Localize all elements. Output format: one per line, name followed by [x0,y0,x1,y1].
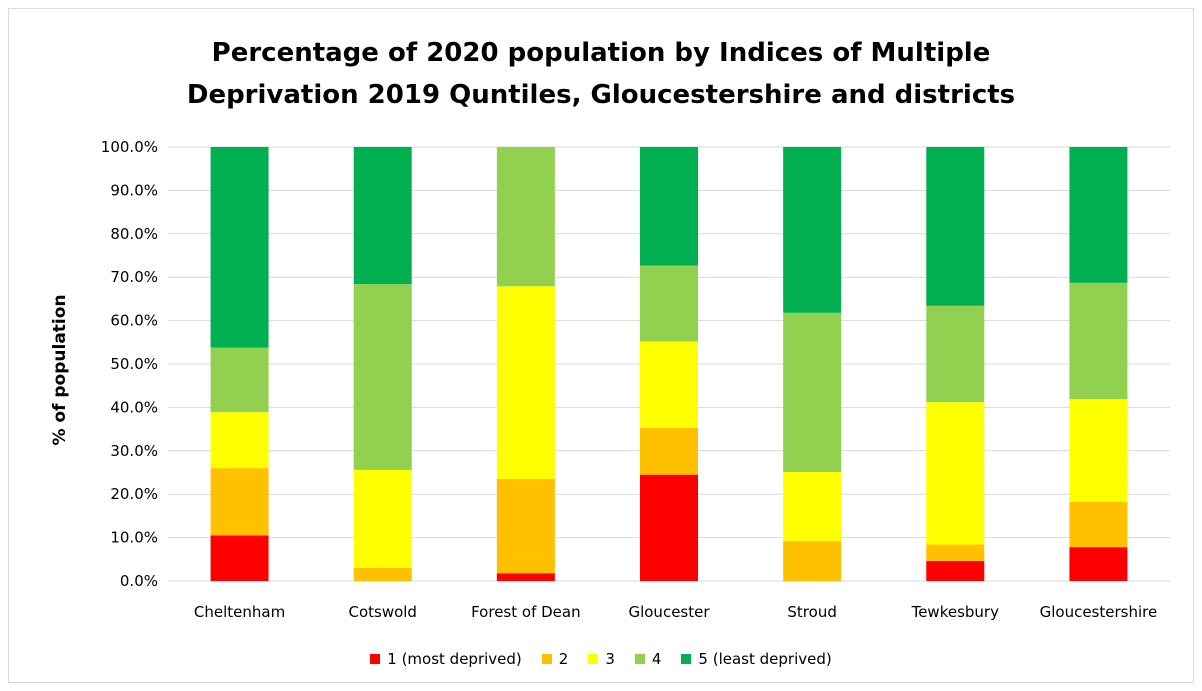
bar-segment [496,147,555,287]
legend-item: 3 [588,650,615,668]
bar-segment [496,573,555,581]
legend-label: 4 [651,650,662,668]
bar-segment [353,284,412,470]
x-tick-label: Forest of Dean [471,603,581,621]
chart-title-line-1: Percentage of 2020 population by Indices… [211,38,991,68]
x-tick-label: Tewkesbury [911,603,1000,621]
legend-label: 1 (most deprived) [387,650,522,668]
x-tick-label: Cheltenham [194,603,285,621]
legend: 1 (most deprived) 2 3 4 5 (least deprived) [0,650,1202,668]
bar-segment [1069,502,1128,548]
bar-segment [353,469,412,568]
bar-segment [210,347,269,413]
y-tick-label: 90.0% [110,181,158,199]
bar-segment [1069,399,1128,503]
bar-segment [640,265,698,342]
bar-segment [210,412,269,469]
bar-segment [496,479,555,574]
chart-title: Percentage of 2020 population by Indices… [0,32,1202,116]
x-tick-label: Gloucester [628,603,710,621]
y-tick-label: 100.0% [101,138,158,156]
y-tick-label: 10.0% [110,529,158,547]
bar-segment [210,468,269,536]
bar-segment [783,147,842,313]
chart-frame [8,8,1194,683]
legend-swatch [541,654,552,664]
legend-item: 2 [541,650,569,668]
bar-segment [926,561,985,581]
bar-segment [640,474,698,581]
bar-segment [1069,147,1128,283]
y-tick-label: 50.0% [110,355,158,373]
y-tick-label: 60.0% [110,312,158,330]
legend-item: 1 (most deprived) [370,650,522,668]
bar-segment [926,544,985,562]
x-tick-label: Stroud [787,603,836,621]
bar-segment [926,147,985,306]
bar-segment [926,305,985,403]
y-tick-label: 70.0% [110,268,158,286]
legend-label: 3 [605,650,615,668]
bar-segment [353,147,412,285]
bar-segment [1069,282,1128,400]
legend-item: 5 (least deprived) [681,650,832,668]
y-axis-title: % of population [50,294,70,446]
x-tick-label: Gloucestershire [1040,603,1158,621]
bar-segment [640,341,698,428]
legend-swatch [370,654,381,664]
bar-segment [783,472,842,542]
y-tick-label: 20.0% [110,485,158,503]
legend-item: 4 [634,650,662,668]
bar-segment [210,535,269,581]
legend-swatch [588,654,599,664]
bar-segment [353,567,412,581]
bar-segment [1069,547,1128,581]
legend-swatch [634,654,645,664]
bar-segment [640,147,698,266]
bar-segment [210,147,269,348]
bar-segment [783,312,842,473]
bar-segment [926,402,985,545]
bar-segment [640,427,698,475]
legend-label: 2 [558,650,569,668]
y-tick-label: 0.0% [120,572,158,590]
y-tick-label: 40.0% [110,398,158,416]
legend-swatch [681,654,692,664]
chart-title-line-2: Deprivation 2019 Quntiles, Gloucestershi… [186,80,1016,110]
bar-segment [496,286,555,480]
y-tick-label: 30.0% [110,442,158,460]
y-tick-label: 80.0% [110,225,158,243]
x-tick-label: Cotswold [348,603,416,621]
legend-label: 5 (least deprived) [698,650,832,668]
bar-segment [783,541,842,581]
